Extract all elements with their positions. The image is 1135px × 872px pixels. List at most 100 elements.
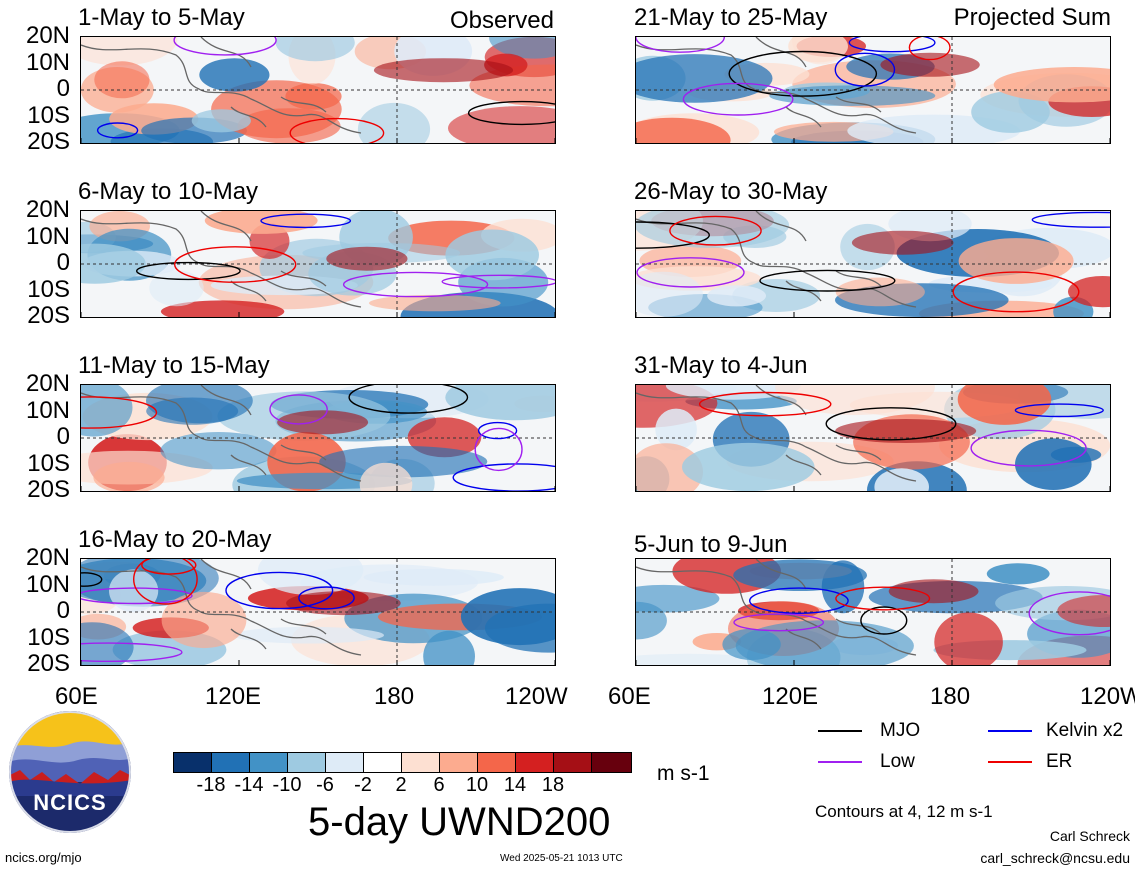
low-contour [474, 427, 523, 472]
easterly-anomaly-shading [986, 563, 1050, 585]
kelvin-contour [452, 463, 555, 491]
westerly-anomaly-shading [161, 591, 247, 649]
colorbar-title: 5-day UWND200 [308, 800, 611, 844]
colorbar-unit: m s-1 [657, 762, 710, 785]
panel-tag-projected: Projected Sum [953, 4, 1111, 31]
mjo-contour [81, 572, 103, 587]
westerly-anomaly-shading [788, 37, 848, 63]
low-contour [636, 257, 745, 288]
easterly-anomaly-shading [971, 91, 1050, 133]
kelvin-contour [848, 37, 936, 53]
westerly-anomaly-shading [636, 443, 703, 491]
colorbar-tick-label: 14 [503, 774, 527, 796]
lon-label-180-left: 180 [374, 683, 415, 710]
westerly-anomaly-shading [237, 108, 341, 143]
uwnd-map-panel [80, 36, 556, 144]
colorbar-tick-label: 18 [541, 774, 565, 796]
uwnd-map-panel [80, 384, 556, 492]
westerly-anomaly-shading [369, 294, 501, 312]
lat-label: 0 [56, 249, 70, 276]
westerly-anomaly-shading [636, 117, 731, 143]
lat-label: 20N [25, 196, 70, 223]
legend-line-mjo [818, 730, 862, 732]
mjo-contour [467, 100, 555, 126]
lat-label: 10S [27, 275, 70, 303]
panel-title-5: 11-May to 15-May [78, 352, 270, 379]
easterly-anomaly-shading [733, 559, 867, 591]
lon-label-120w-right: 120W [1080, 683, 1135, 710]
low-contour [342, 271, 489, 298]
legend-line-er [988, 761, 1032, 763]
easterly-anomaly-shading [275, 37, 355, 62]
er-contour [81, 396, 158, 429]
kelvin-contour [1031, 211, 1110, 228]
mjo-contour [136, 261, 241, 281]
strong-westerly-core [286, 591, 401, 616]
lon-label-60e-right: 60E [608, 683, 651, 710]
colorbar-swatch [173, 752, 213, 773]
panel-title-7: 16-May to 20-May [78, 526, 272, 553]
panel-title-8: 5-Jun to 9-Jun [634, 531, 788, 558]
er-contour [141, 559, 197, 575]
footer-url[interactable]: ncics.org/mjo [5, 850, 82, 865]
lat-label: 10N [25, 48, 70, 76]
panel-title-2: 21-May to 25-May [634, 4, 828, 31]
legend-label-kelvin: Kelvin x2 [1046, 720, 1124, 741]
westerly-anomaly-shading [160, 300, 285, 317]
lat-label: 20N [25, 22, 70, 49]
kelvin-contour [260, 213, 352, 229]
colorbar-swatch [439, 752, 479, 773]
westerly-anomaly-shading [1057, 595, 1110, 627]
easterly-anomaly-shading [665, 385, 801, 400]
lat-label: 20S [27, 476, 70, 503]
legend-line-low [818, 761, 862, 763]
strong-westerly-core [277, 410, 369, 435]
legend-label-er: ER [1046, 751, 1073, 772]
westerly-anomaly-shading [359, 462, 413, 491]
colorbar-swatch [591, 752, 632, 773]
colorbar-tick-label: 2 [395, 774, 407, 796]
low-contour [269, 394, 328, 425]
mjo-contour [728, 50, 878, 97]
colorbar-tick-label: -10 [272, 774, 302, 796]
kelvin-contour [1014, 403, 1104, 418]
kelvin-contour [748, 587, 849, 615]
footer-email[interactable]: carl_schreck@ncsu.edu [980, 850, 1130, 866]
low-contour [970, 429, 1087, 467]
lat-label: 10S [27, 101, 70, 129]
easterly-anomaly-shading [445, 385, 555, 421]
ncics-logo-icon [9, 711, 131, 833]
low-contour [1028, 591, 1110, 636]
low-contour [636, 37, 725, 53]
legend-line-kelvin [988, 730, 1032, 732]
er-contour [173, 246, 297, 283]
westerly-anomaly-shading [204, 211, 318, 234]
mjo-contour [759, 269, 896, 292]
colorbar-swatch [287, 752, 327, 773]
er-contour [133, 559, 198, 605]
colorbar-tick-label: 10 [465, 774, 489, 796]
colorbar-swatch [401, 752, 441, 773]
easterly-anomaly-shading [109, 569, 159, 613]
colorbar-swatch [249, 752, 289, 773]
westerly-anomaly-shading [94, 61, 150, 99]
easterly-anomaly-shading [655, 408, 697, 451]
lat-label: 10N [25, 222, 70, 250]
colorbar-tick-label: -18 [196, 774, 226, 796]
lon-label-60e-left: 60E [55, 683, 98, 710]
panel-tag-observed: Observed [449, 7, 554, 34]
lon-label-120w-left: 120W [505, 683, 568, 710]
mjo-contour [636, 221, 710, 249]
uwnd-map-panel [635, 210, 1111, 318]
legend-label-mjo: MJO [880, 720, 921, 741]
strong-westerly-core [851, 230, 954, 255]
easterly-anomaly-shading [357, 102, 431, 143]
strong-westerly-core [888, 579, 979, 604]
easterly-anomaly-shading [682, 442, 815, 491]
kelvin-contour [834, 52, 896, 87]
low-contour [173, 37, 277, 56]
lon-label-180-right: 180 [930, 683, 971, 710]
lat-label: 20N [25, 370, 70, 397]
strong-westerly-core [373, 58, 514, 83]
lat-label: 20S [27, 128, 70, 155]
